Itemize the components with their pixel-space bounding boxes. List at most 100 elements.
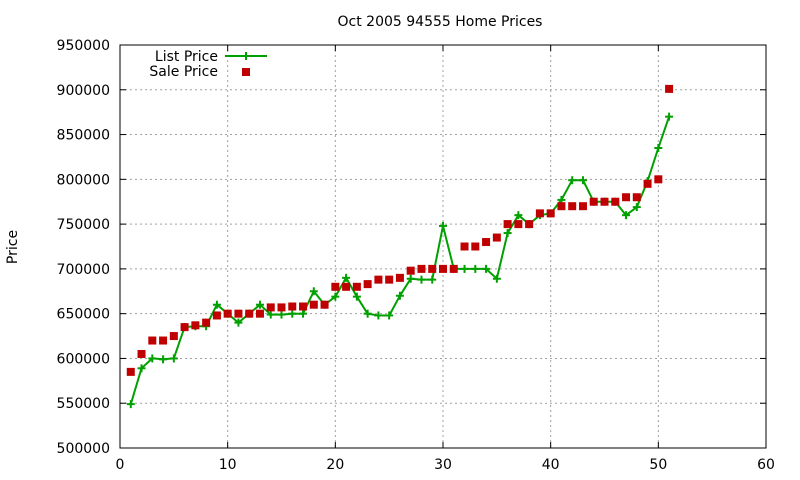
x-tick-label: 40 xyxy=(542,457,560,473)
list-price-point xyxy=(363,309,372,318)
list-price-point xyxy=(482,264,491,273)
sale-price-point xyxy=(439,264,447,273)
list-price-point xyxy=(309,287,318,296)
list-price-point xyxy=(137,364,146,373)
sale-price-point xyxy=(234,309,243,318)
sale-price-point xyxy=(546,209,555,218)
sale-price-point xyxy=(449,264,458,273)
sale-price-point xyxy=(611,197,620,206)
list-price-point xyxy=(255,300,264,309)
y-tick-label: 600000 xyxy=(57,351,110,367)
sale-price-point xyxy=(525,220,534,229)
list-price-point xyxy=(665,112,674,121)
sale-price-point xyxy=(180,323,189,332)
y-tick-label: 950000 xyxy=(57,38,110,54)
sale-price-point xyxy=(266,303,275,312)
list-price-point xyxy=(622,211,631,220)
x-tick-label: 0 xyxy=(116,457,125,473)
sale-price-point xyxy=(471,242,480,251)
legend-label-list-price: List Price xyxy=(155,49,218,65)
series-layer xyxy=(126,84,674,409)
sale-price-point xyxy=(406,266,415,275)
list-price-point xyxy=(385,311,394,320)
sale-price-point xyxy=(169,332,178,341)
list-price-point xyxy=(406,274,415,283)
y-tick-label: 700000 xyxy=(57,262,110,278)
sale-price-point xyxy=(643,179,652,188)
sale-price-point xyxy=(632,193,641,202)
list-price-point xyxy=(342,273,351,282)
sale-price-point xyxy=(331,282,340,291)
sale-price-point xyxy=(363,280,372,289)
sale-price-point xyxy=(385,275,394,284)
sale-price-point xyxy=(148,336,157,345)
list-price-point xyxy=(169,354,178,363)
sale-price-point xyxy=(137,349,146,358)
tick-labels: 0 10 20 30 40 50 60 500000 550000 600000 650000 700… xyxy=(57,38,775,473)
sale-price-point xyxy=(288,302,297,311)
list-price-point xyxy=(374,311,383,320)
y-tick-label: 500000 xyxy=(57,441,110,457)
sale-price-point xyxy=(654,175,663,184)
sale-price-point xyxy=(255,309,264,318)
sale-price-point xyxy=(126,367,135,376)
x-tick-label: 10 xyxy=(219,457,237,473)
chart-title: Oct 2005 94555 Home Prices xyxy=(338,14,543,30)
list-price-point xyxy=(428,275,437,284)
sale-price-point xyxy=(202,318,211,327)
y-axis-label: Price xyxy=(5,230,21,264)
x-tick-label: 30 xyxy=(434,457,452,473)
list-price-point xyxy=(331,292,340,301)
list-price-point xyxy=(632,203,641,212)
x-tick-label: 20 xyxy=(326,457,344,473)
list-price-point xyxy=(277,310,286,319)
list-price-point xyxy=(126,400,135,409)
list-price-point xyxy=(159,355,168,364)
sale-price-point xyxy=(568,202,577,211)
sale-price-point xyxy=(342,282,351,291)
grid-lines xyxy=(120,45,766,448)
sale-price-point xyxy=(589,197,598,206)
sale-price-point xyxy=(277,303,286,312)
sale-price-point xyxy=(600,197,609,206)
sale-price-point xyxy=(191,321,200,330)
list-price-line xyxy=(129,116,671,405)
list-price-point xyxy=(514,211,523,220)
legend-marker-sale-price xyxy=(242,68,250,76)
y-tick-label: 800000 xyxy=(57,172,110,188)
x-tick-label: 50 xyxy=(649,457,667,473)
list-price-point xyxy=(417,275,426,284)
y-tick-label: 850000 xyxy=(57,128,110,144)
list-price-point xyxy=(439,221,447,230)
sale-price-point xyxy=(482,238,491,247)
sale-price-point xyxy=(245,309,254,318)
sale-price-point xyxy=(557,202,566,211)
list-price-point xyxy=(288,309,297,318)
list-price-point xyxy=(212,300,221,309)
y-tick-label: 650000 xyxy=(57,307,110,323)
list-price-point xyxy=(395,291,404,300)
list-price-point xyxy=(654,143,663,152)
y-tick-label: 750000 xyxy=(57,217,110,233)
list-price-point xyxy=(234,318,243,327)
plot-border xyxy=(119,44,767,449)
sale-price-point xyxy=(309,300,318,309)
sale-price-point xyxy=(320,300,329,309)
list-price-point xyxy=(503,229,512,238)
list-price-point xyxy=(578,176,587,185)
sale-price-point xyxy=(460,242,469,251)
sale-price-point xyxy=(428,264,437,273)
sale-price-point xyxy=(503,220,512,229)
sale-price-point xyxy=(159,336,168,345)
sale-price-point xyxy=(417,264,426,273)
list-price-point xyxy=(352,292,361,301)
legend-label-sale-price: Sale Price xyxy=(149,64,218,80)
sale-price-point xyxy=(622,193,631,202)
sale-price-point xyxy=(395,273,404,282)
sale-price-point xyxy=(514,220,523,229)
sale-price-point xyxy=(665,84,674,93)
y-tick-label: 550000 xyxy=(57,396,110,412)
sale-price-point xyxy=(299,302,308,311)
